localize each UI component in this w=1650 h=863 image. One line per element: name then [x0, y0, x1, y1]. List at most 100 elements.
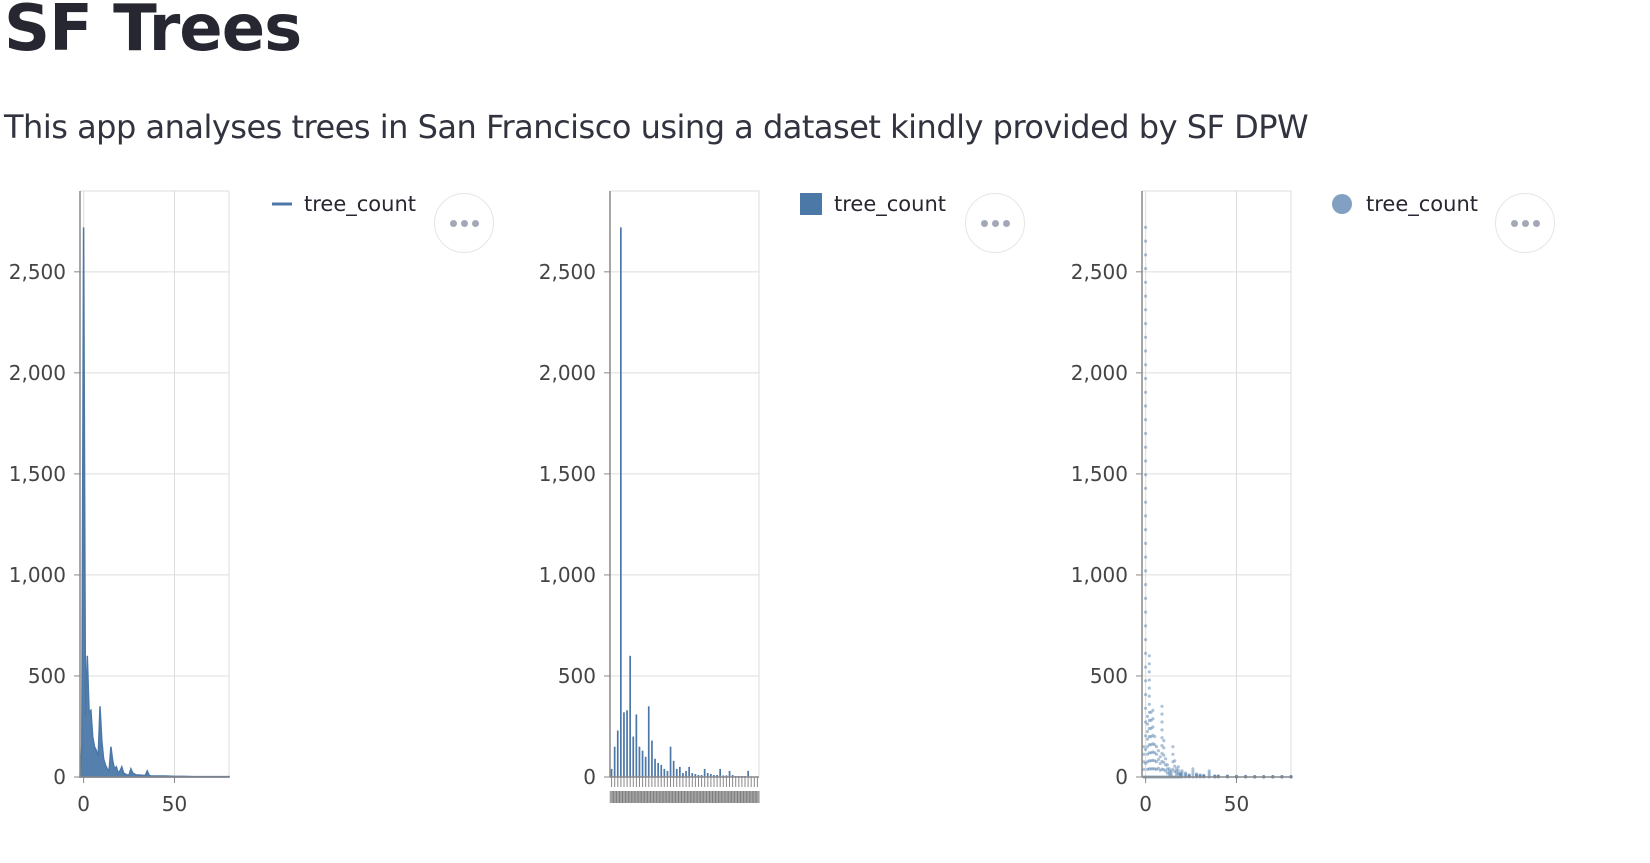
scatter-point: [1160, 751, 1164, 756]
scatter-point: [1173, 770, 1177, 774]
bar: [623, 712, 625, 777]
scatter-point: [1180, 771, 1184, 775]
scatter-point: [1198, 773, 1202, 777]
x-tick-label-glyph: [656, 791, 661, 803]
scatter-point: [1144, 280, 1148, 284]
chart-menu-button[interactable]: [1495, 193, 1555, 253]
more-horizontal-icon: [1510, 219, 1518, 227]
y-tick-label: 1,500: [9, 462, 66, 486]
bar: [620, 227, 622, 777]
y-tick-label: 1,000: [539, 563, 596, 587]
scatter-point: [1144, 514, 1148, 518]
scatter-point: [1164, 763, 1168, 767]
scatter-point: [1145, 737, 1150, 741]
scatter-point: [1147, 759, 1151, 763]
more-horizontal-icon: [449, 219, 457, 227]
scatter-point: [1144, 761, 1148, 765]
bar: [663, 768, 666, 777]
scatter-point: [1176, 765, 1180, 769]
bar: [616, 730, 619, 777]
scatter-point: [1144, 638, 1148, 642]
legend-label: tree_count: [304, 192, 416, 217]
bar: [654, 758, 656, 777]
bar: [632, 736, 635, 777]
x-tick-label-glyph: [659, 791, 664, 803]
bar: [728, 770, 731, 777]
bar: [697, 775, 700, 777]
x-tick-label-glyph: [615, 791, 620, 803]
bar: [725, 775, 728, 777]
scatter-point: [1153, 743, 1157, 747]
scatter-point: [1142, 767, 1146, 772]
bar: [626, 710, 628, 777]
scatter-point: [1147, 670, 1151, 674]
scatter-point: [1160, 704, 1164, 708]
scatter-point: [1162, 753, 1166, 757]
legend-symbol: [800, 193, 822, 215]
scatter-point: [1153, 735, 1157, 739]
x-tick-label-glyph: [643, 791, 648, 803]
more-horizontal-icon: [1532, 219, 1540, 227]
bar: [688, 766, 690, 777]
x-tick-label-glyph: [712, 791, 717, 803]
x-tick-label-glyph: [665, 791, 670, 803]
scatter-point: [1156, 749, 1160, 753]
scatter-point: [1144, 569, 1148, 573]
x-tick-label-glyph: [690, 791, 695, 803]
scatter-point: [1160, 720, 1164, 724]
scatter-point: [1149, 759, 1153, 763]
page-subtitle: This app analyses trees in San Francisco…: [4, 108, 1309, 146]
x-tick-label-glyph: [730, 791, 735, 803]
scatter-point: [1144, 665, 1148, 669]
bar: [675, 768, 678, 777]
scatter-chart-svg: 0 500 1,000 1,500 2,000 2,500 tree_count 0 50: [1071, 190, 1478, 816]
scatter-point: [1165, 767, 1169, 771]
bar: [747, 770, 749, 777]
x-tick-label-glyph: [671, 791, 676, 803]
scatter-point: [1144, 679, 1148, 683]
scatter-point: [1149, 751, 1153, 755]
scatter-point: [1149, 743, 1153, 747]
scatter-point: [1144, 596, 1148, 600]
x-tick-label-glyph: [631, 791, 636, 803]
bar: [710, 774, 712, 777]
scatter-point: [1151, 733, 1155, 737]
scatter-point: [1142, 752, 1146, 756]
more-horizontal-icon: [991, 219, 999, 227]
chart-menu-button[interactable]: [434, 193, 494, 253]
bar: [638, 746, 641, 777]
scatter-point: [1144, 459, 1148, 463]
bar: [610, 768, 613, 777]
y-tick-label: 2,000: [9, 361, 66, 385]
legend-label: tree_count: [1366, 192, 1478, 217]
scatter-point: [1176, 772, 1180, 776]
y-tick-label: 0: [1115, 765, 1128, 789]
scatter-point: [1147, 735, 1151, 739]
x-tick-label-glyph: [612, 791, 617, 803]
bar: [685, 770, 687, 777]
scatter-point: [1144, 583, 1148, 587]
x-tick-label-glyph: [705, 791, 710, 803]
scatter-point: [1153, 751, 1157, 755]
chart-menu-button[interactable]: [965, 193, 1025, 253]
scatter-point: [1147, 662, 1151, 666]
scatter-point: [1202, 773, 1206, 778]
scatter-point: [1147, 751, 1151, 755]
y-tick-label: 500: [1090, 664, 1128, 688]
x-tick-label-glyph: [668, 791, 673, 803]
scatter-point: [1160, 712, 1164, 716]
scatter-point: [1169, 773, 1173, 777]
scatter-point: [1144, 541, 1148, 545]
y-tick-label: 500: [28, 664, 66, 688]
scatter-point: [1151, 708, 1155, 712]
x-tick-label-glyph: [628, 791, 633, 803]
x-tick-label: 0: [1139, 792, 1152, 816]
scatter-point: [1145, 714, 1150, 719]
scatter-point: [1147, 726, 1151, 731]
bar: [679, 766, 681, 777]
y-tick-label: 2,000: [1071, 361, 1128, 385]
bar: [657, 762, 659, 777]
x-tick-label-glyph: [752, 791, 757, 803]
legend-label: tree_count: [834, 192, 946, 217]
scatter-point: [1169, 771, 1173, 775]
